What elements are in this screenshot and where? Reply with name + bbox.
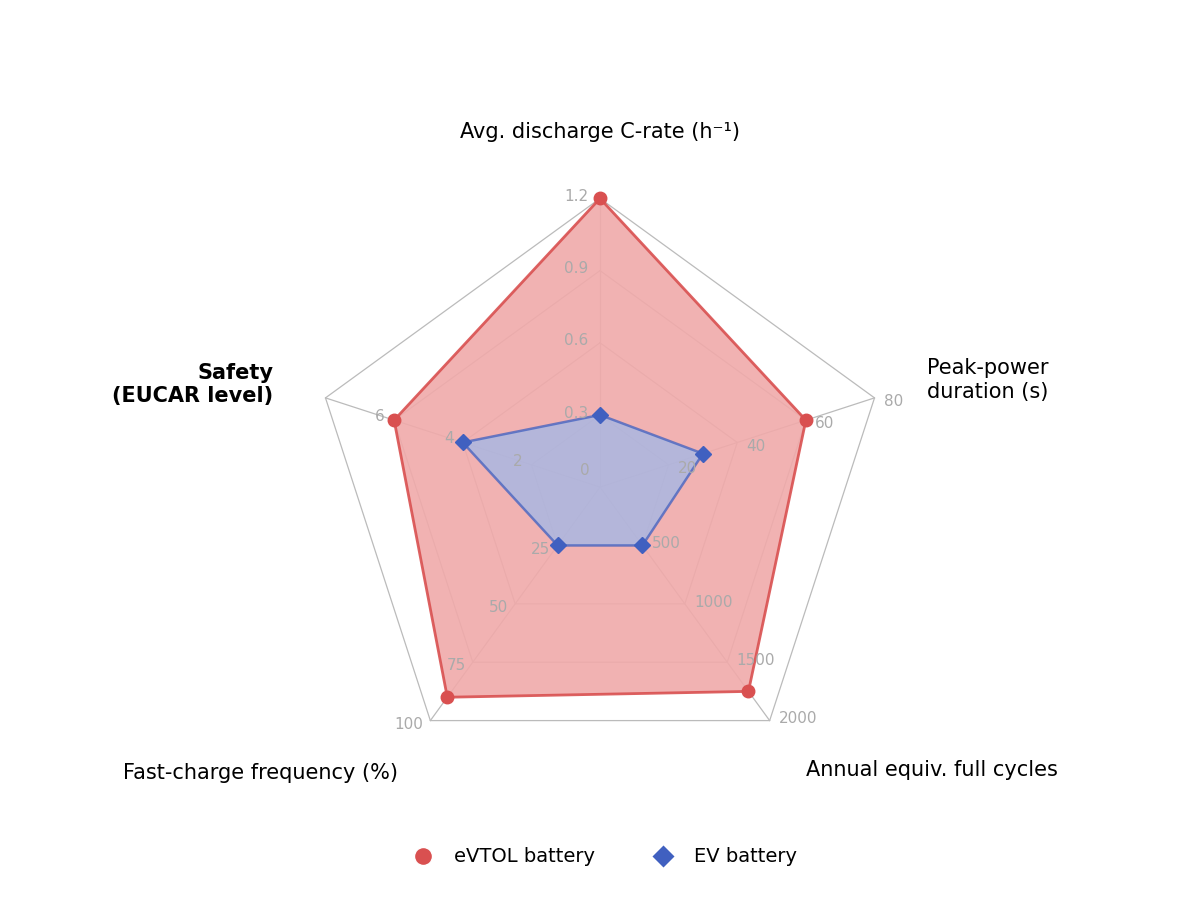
Text: 0: 0 (580, 464, 589, 478)
Polygon shape (463, 415, 703, 546)
Text: 50: 50 (488, 600, 508, 615)
Text: Peak-power
duration (s): Peak-power duration (s) (926, 358, 1048, 401)
Text: 1500: 1500 (737, 653, 775, 667)
Text: 100: 100 (395, 717, 424, 732)
Text: Annual equiv. full cycles: Annual equiv. full cycles (806, 760, 1058, 780)
Text: Avg. discharge C-rate (h⁻¹): Avg. discharge C-rate (h⁻¹) (460, 122, 740, 142)
Text: 500: 500 (652, 536, 680, 551)
Text: 0.6: 0.6 (564, 334, 588, 348)
Text: 25: 25 (532, 541, 551, 557)
Text: 20: 20 (678, 461, 697, 476)
Text: Safety
(EUCAR level): Safety (EUCAR level) (113, 363, 274, 406)
Text: 6: 6 (376, 410, 385, 424)
Text: 60: 60 (815, 417, 834, 431)
Text: 80: 80 (883, 394, 902, 409)
Text: 4: 4 (444, 431, 454, 446)
Text: 40: 40 (746, 438, 766, 454)
Legend: eVTOL battery, EV battery: eVTOL battery, EV battery (395, 840, 805, 874)
Text: 2000: 2000 (779, 712, 817, 726)
Text: 1000: 1000 (694, 594, 732, 610)
Text: 2: 2 (512, 454, 522, 469)
Text: 0.9: 0.9 (564, 262, 588, 276)
Polygon shape (394, 198, 806, 697)
Text: 0.3: 0.3 (564, 406, 588, 420)
Text: 75: 75 (446, 658, 466, 673)
Text: Fast-charge frequency (%): Fast-charge frequency (%) (122, 763, 397, 783)
Text: 1.2: 1.2 (564, 189, 588, 204)
